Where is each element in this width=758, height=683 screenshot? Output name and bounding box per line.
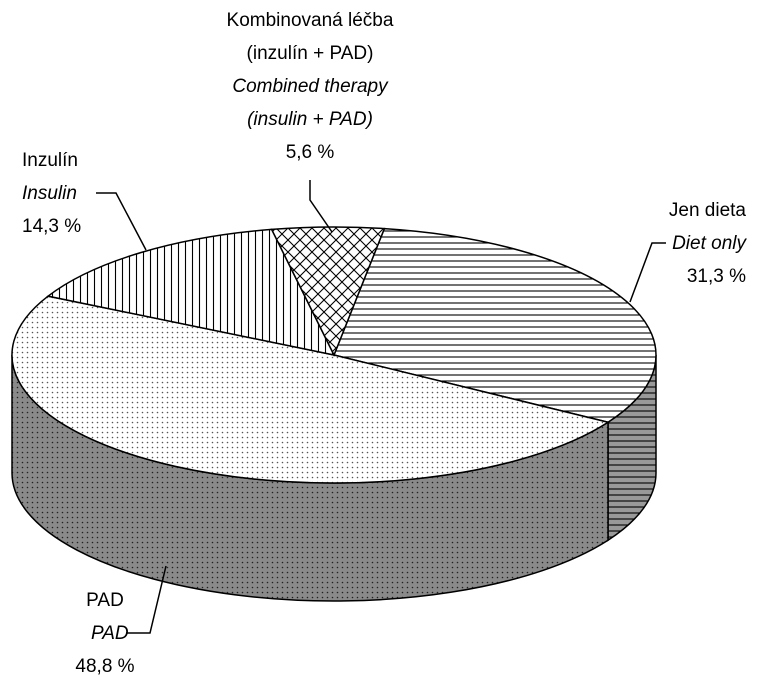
value-label: 31,3 % (686, 266, 746, 287)
label-en: PAD (91, 623, 129, 644)
leader-line (126, 565, 167, 634)
label-diet: Jen dieta Diet only 31,3 % (669, 194, 746, 293)
label-cs: Jen dieta (668, 200, 746, 221)
value-label: 5,6 % (285, 142, 335, 163)
label-en: Combined therapy (insulin + PAD) (232, 76, 388, 130)
slice (46, 228, 336, 357)
value-label: 48,8 % (75, 656, 135, 677)
slice (11, 295, 610, 484)
label-en: Insulin (22, 183, 77, 204)
label-cs: Kombinovaná léčba (inzulín + PAD) (226, 10, 394, 64)
label-pad: PAD PAD 48,8 % (55, 584, 155, 683)
label-combined: Kombinovaná léčba (inzulín + PAD) Combin… (200, 4, 420, 169)
label-insulin: Inzulín Insulin 14,3 % (22, 144, 81, 243)
slice (332, 227, 657, 424)
leader-line (309, 180, 333, 233)
pie (11, 226, 657, 602)
label-cs: Inzulín (22, 150, 78, 171)
value-label: 14,3 % (22, 216, 82, 237)
leader-line (96, 192, 147, 251)
leader-line (629, 242, 666, 303)
label-cs: PAD (86, 590, 124, 611)
label-en: Diet only (672, 233, 746, 254)
